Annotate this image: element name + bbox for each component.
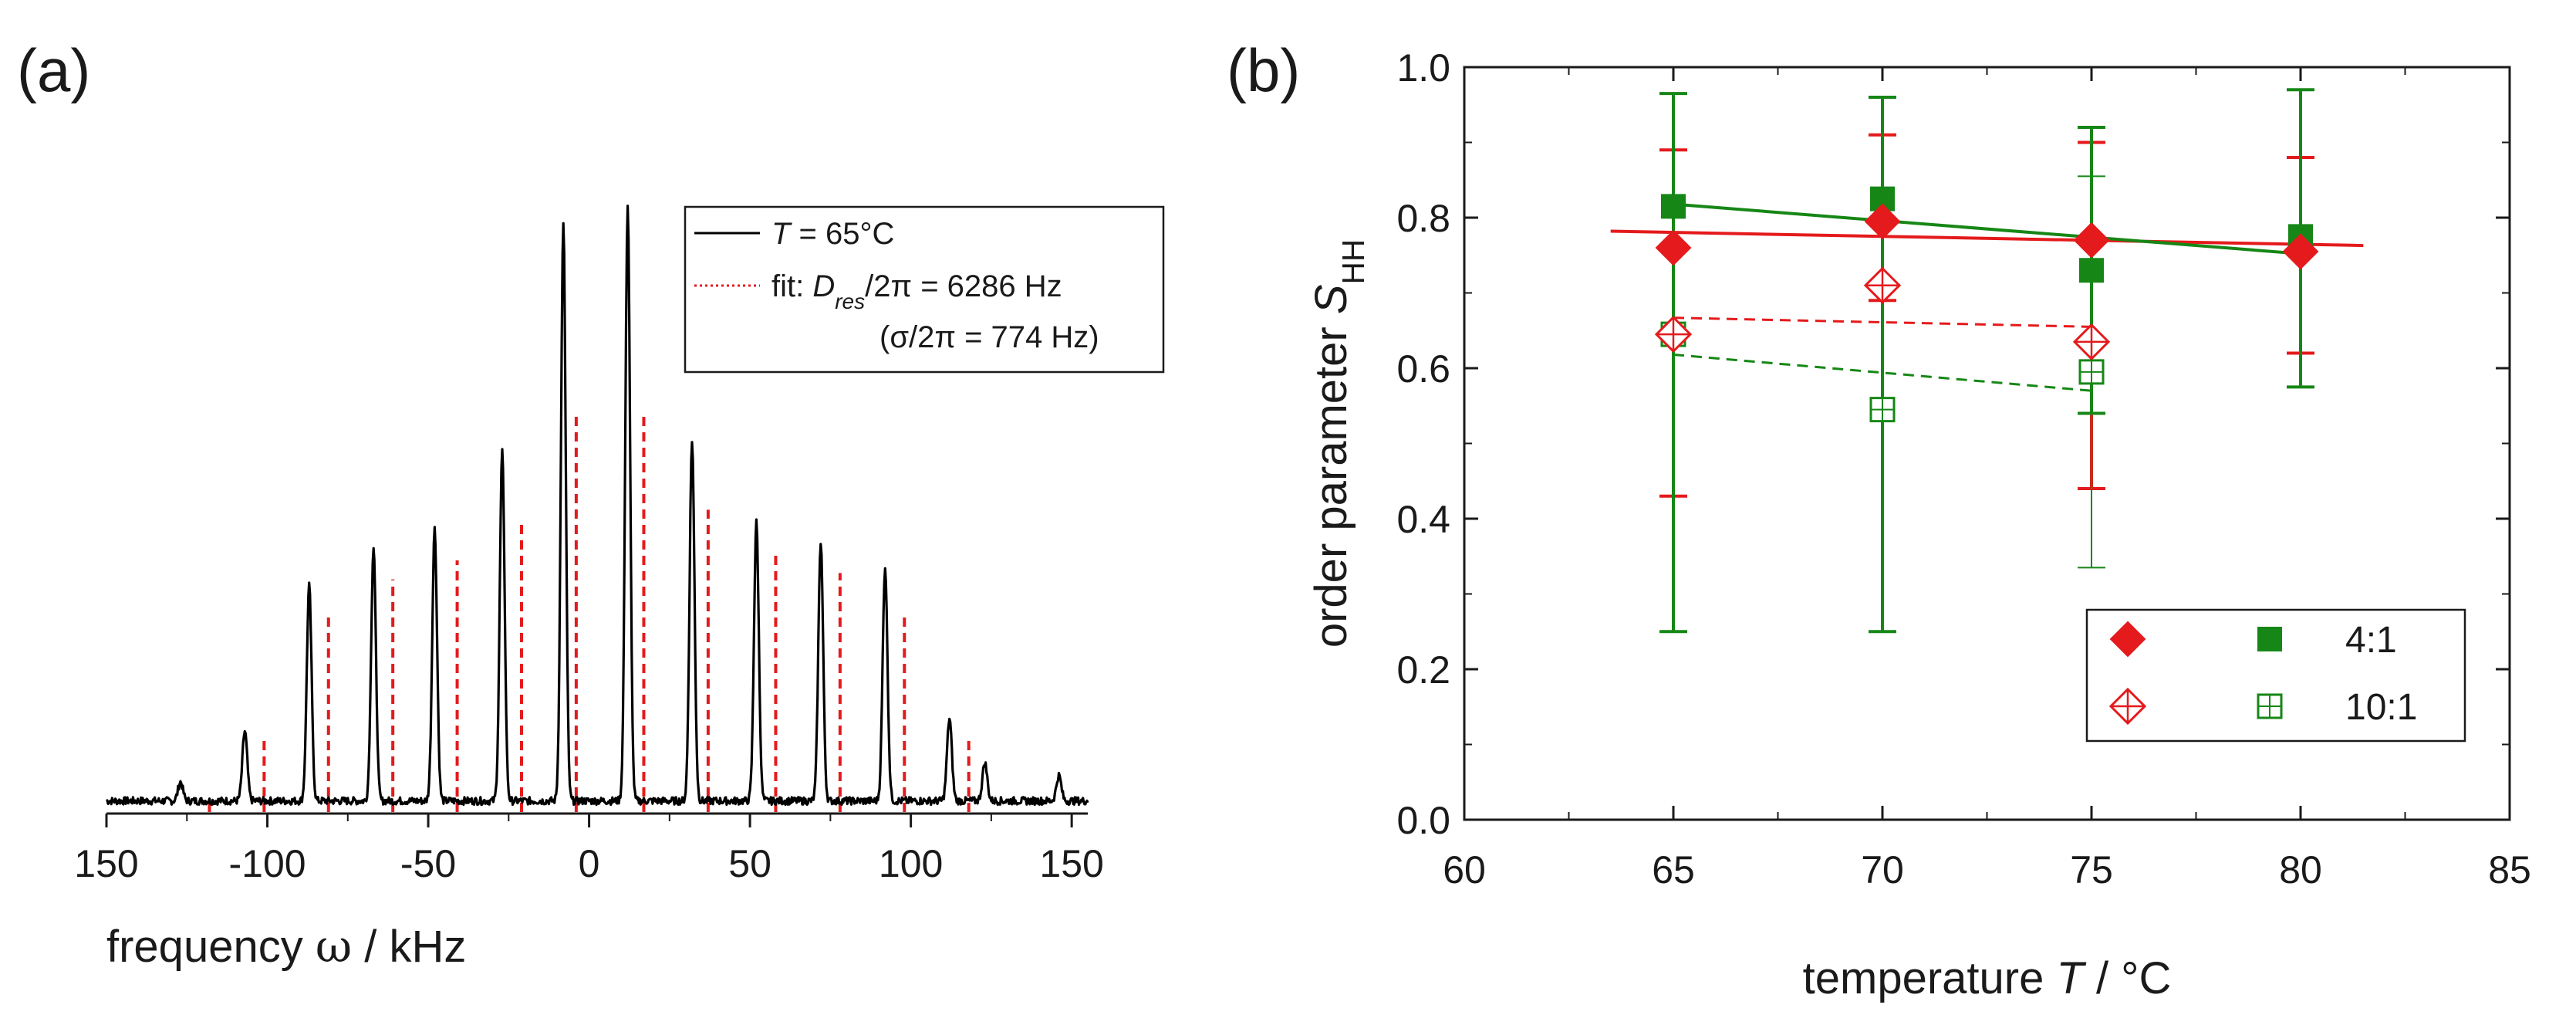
panel-b-marker-square-filled xyxy=(2079,258,2104,283)
panel-b-x-tick-label: 70 xyxy=(1861,848,1904,892)
panel-a-legend-label-2-part: /2π = 6286 Hz xyxy=(865,269,1062,303)
panel-a-sticks xyxy=(208,414,971,812)
panel-a-x-tick-label: 150 xyxy=(1039,842,1103,885)
panel-a-legend-label-3: (σ/2π = 774 Hz) xyxy=(879,320,1099,354)
panel-b-legend-label: 10:1 xyxy=(2345,687,2417,728)
panel-b-y-tick-label: 0.6 xyxy=(1396,347,1450,391)
panel-b-xlabel-wrap: temperature T / °C xyxy=(1803,953,2172,1003)
panel-b-ylabel-part: S xyxy=(1306,284,1356,314)
panel-b-x-tick-label: 60 xyxy=(1443,848,1486,892)
panel-a-legend-label-1: T = 65°C xyxy=(771,217,894,251)
panel-a-x-tick-label: -50 xyxy=(400,842,456,885)
panel-a-x-tick-label: 50 xyxy=(728,842,771,885)
panel-b-ylabel-part: HH xyxy=(1335,239,1371,285)
panel-a-legend-label-1-part: = 65°C xyxy=(790,217,894,251)
panel-b-marker-diamond-filled xyxy=(1655,229,1692,266)
panel-b-x-tick-label: 75 xyxy=(2070,848,2113,892)
panel-b-legend-label: 4:1 xyxy=(2345,620,2397,661)
panel-a-ticks: 150 -100 -50 0 50 100 150 xyxy=(74,814,1104,885)
panel-a-legend-label-3-part: (σ/2π = 774 Hz) xyxy=(879,320,1099,354)
panel-a-legend-label-2-part: res xyxy=(835,289,865,313)
panel-b-marker-diamond-filled xyxy=(1864,203,1901,240)
panel-b-xlabel: temperature T / °C xyxy=(1803,953,2172,1003)
panel-a-spectrum xyxy=(106,205,1089,807)
panel-a-legend-box xyxy=(684,205,1165,374)
panel-b-errorbars xyxy=(1659,88,2314,634)
panel-a-legend-label-2: fit: Dres/2π = 6286 Hz xyxy=(771,269,1062,313)
panel-b-label: (b) xyxy=(1227,36,1300,104)
panel-b-fit-line xyxy=(1610,229,2364,248)
panel-b-marker-diamond-filled xyxy=(2282,233,2319,270)
panel-b-legend-marker-diamond-filled xyxy=(2109,621,2146,658)
panel-a: (a) 150 -100 -50 0 50 100 150 frequency ω / kH… xyxy=(17,36,1165,973)
panel-b-y-tick-label: 0.4 xyxy=(1396,498,1450,541)
panel-b-marker-diamond-filled xyxy=(2073,222,2110,259)
panel-a-label: (a) xyxy=(17,36,90,104)
panel-b-markers xyxy=(1654,186,2319,423)
panel-b-x-tick-label: 85 xyxy=(2488,848,2531,892)
panel-b-y-tick-label: 0.8 xyxy=(1396,197,1450,240)
panel-b-xlabel-part: temperature xyxy=(1803,953,2057,1003)
panel-b-axes: 60 65 70 75 80 85 0.0 0.2 0.4 0.6 0.8 1.0 xyxy=(1396,46,2530,892)
panel-b-fits xyxy=(1610,202,2364,392)
panel-a-x-tick-label: 150 xyxy=(74,842,138,885)
panel-b-x-tick-label: 80 xyxy=(2279,848,2322,892)
panel-a-x-tick-label: 0 xyxy=(579,842,600,885)
panel-a-spectrum-line xyxy=(106,205,1089,807)
panel-b-y-tick-label: 0.2 xyxy=(1396,648,1450,692)
panel-b-y-tick-label: 1.0 xyxy=(1396,46,1450,90)
panel-b-ylabel: order parameter SHH xyxy=(1306,239,1371,648)
panel-b-fit-line xyxy=(1673,202,2301,255)
panel-a-x-tick-label: 100 xyxy=(879,842,943,885)
panel-b-x-tick-label: 65 xyxy=(1652,848,1695,892)
panel-a-x-tick-label: -100 xyxy=(228,842,306,885)
panel-b-y-tick-label: 0.0 xyxy=(1396,799,1450,842)
panel-b-legend-marker-square-filled xyxy=(2257,627,2282,651)
panel-b-marker-square-filled xyxy=(1661,194,1686,219)
panel-a-xlabel: frequency ω / kHz xyxy=(106,920,466,973)
panel-a-legend-label-2-part: fit: xyxy=(771,269,812,303)
panel-b-xlabel-part: T xyxy=(2056,953,2086,1003)
panel-b-ylabel-wrap: order parameter SHH xyxy=(1306,239,1371,648)
panel-a-legend-label-2-part: D xyxy=(812,269,835,303)
panel-b: (b) 60 65 70 75 80 85 0.0 0.2 0.4 0.6 0.8 1.0 4:1 10… xyxy=(1227,36,2531,1003)
panel-a-legend-label-1-part: T xyxy=(771,217,792,251)
panel-b-xlabel-part: / °C xyxy=(2084,953,2171,1003)
panel-b-ylabel-part: order parameter xyxy=(1306,314,1356,648)
panel-b-legend: 4:1 10:1 xyxy=(2085,608,2466,743)
panel-a-legend: T = 65°C fit: Dres/2π = 6286 Hz (σ/2π = 77… xyxy=(684,205,1165,374)
